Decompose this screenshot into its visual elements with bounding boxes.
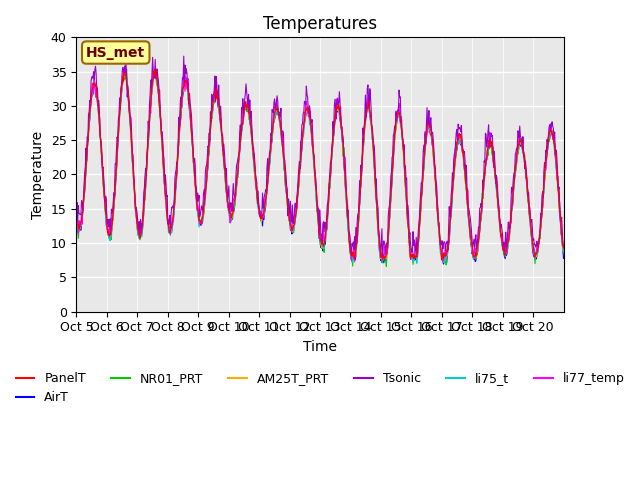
Tsonic	[72, 205, 80, 211]
li77_temp	[399, 131, 406, 137]
li77_temp	[351, 259, 358, 264]
li75_t	[150, 69, 158, 75]
li75_t	[560, 249, 568, 254]
AirT	[398, 128, 406, 133]
li75_t	[262, 193, 270, 199]
AirT	[262, 193, 270, 199]
PanelT	[398, 125, 406, 131]
Y-axis label: Temperature: Temperature	[31, 131, 45, 218]
AirT	[220, 156, 228, 162]
PanelT	[371, 162, 378, 168]
Line: AM25T_PRT: AM25T_PRT	[76, 73, 564, 261]
Title: Temperatures: Temperatures	[263, 15, 377, 33]
NR01_PRT	[383, 264, 390, 269]
NR01_PRT	[560, 249, 568, 254]
NR01_PRT	[371, 160, 378, 166]
Line: li75_t: li75_t	[76, 72, 564, 263]
NR01_PRT	[244, 104, 252, 110]
PanelT	[130, 174, 138, 180]
Tsonic	[244, 104, 252, 110]
li75_t	[220, 162, 228, 168]
PanelT	[72, 215, 80, 221]
X-axis label: Time: Time	[303, 340, 337, 354]
Tsonic	[180, 53, 188, 59]
li75_t	[398, 127, 406, 132]
Tsonic	[560, 242, 568, 248]
li77_temp	[244, 105, 252, 111]
AM25T_PRT	[398, 126, 406, 132]
PanelT	[244, 101, 252, 107]
AirT	[244, 107, 252, 113]
NR01_PRT	[399, 132, 406, 137]
li77_temp	[131, 184, 138, 190]
Tsonic	[220, 141, 228, 147]
PanelT	[262, 191, 270, 196]
AirT	[440, 261, 447, 267]
Line: NR01_PRT: NR01_PRT	[76, 68, 564, 266]
Text: HS_met: HS_met	[86, 46, 145, 60]
AM25T_PRT	[244, 103, 252, 108]
Line: PanelT: PanelT	[76, 69, 564, 260]
AM25T_PRT	[371, 165, 378, 170]
NR01_PRT	[151, 65, 159, 71]
Tsonic	[371, 144, 378, 149]
Line: li77_temp: li77_temp	[76, 68, 564, 262]
li77_temp	[72, 211, 80, 217]
AM25T_PRT	[560, 249, 568, 254]
li77_temp	[220, 157, 228, 163]
PanelT	[560, 245, 568, 251]
li75_t	[130, 173, 138, 179]
Tsonic	[379, 255, 387, 261]
li75_t	[413, 260, 420, 266]
NR01_PRT	[72, 215, 80, 221]
AM25T_PRT	[262, 195, 270, 201]
Tsonic	[399, 133, 406, 139]
li75_t	[371, 163, 378, 169]
PanelT	[152, 66, 159, 72]
Line: Tsonic: Tsonic	[76, 56, 564, 258]
NR01_PRT	[220, 156, 228, 162]
AirT	[371, 165, 378, 171]
PanelT	[438, 257, 445, 263]
AM25T_PRT	[441, 258, 449, 264]
AM25T_PRT	[151, 70, 159, 76]
AirT	[560, 255, 568, 261]
AM25T_PRT	[130, 176, 138, 182]
AirT	[72, 221, 80, 227]
Tsonic	[262, 189, 270, 195]
li75_t	[244, 103, 252, 108]
Tsonic	[130, 169, 138, 175]
AM25T_PRT	[72, 215, 80, 221]
AirT	[130, 179, 138, 184]
li77_temp	[560, 244, 568, 250]
li77_temp	[120, 65, 127, 71]
NR01_PRT	[262, 191, 270, 197]
AM25T_PRT	[220, 156, 228, 162]
Legend: PanelT, AirT, NR01_PRT, AM25T_PRT, Tsonic, li75_t, li77_temp: PanelT, AirT, NR01_PRT, AM25T_PRT, Tsoni…	[11, 367, 629, 409]
li77_temp	[262, 194, 270, 200]
li77_temp	[371, 168, 379, 173]
li75_t	[72, 219, 80, 225]
AirT	[151, 71, 159, 76]
PanelT	[220, 156, 228, 162]
Line: AirT: AirT	[76, 73, 564, 264]
NR01_PRT	[130, 176, 138, 182]
